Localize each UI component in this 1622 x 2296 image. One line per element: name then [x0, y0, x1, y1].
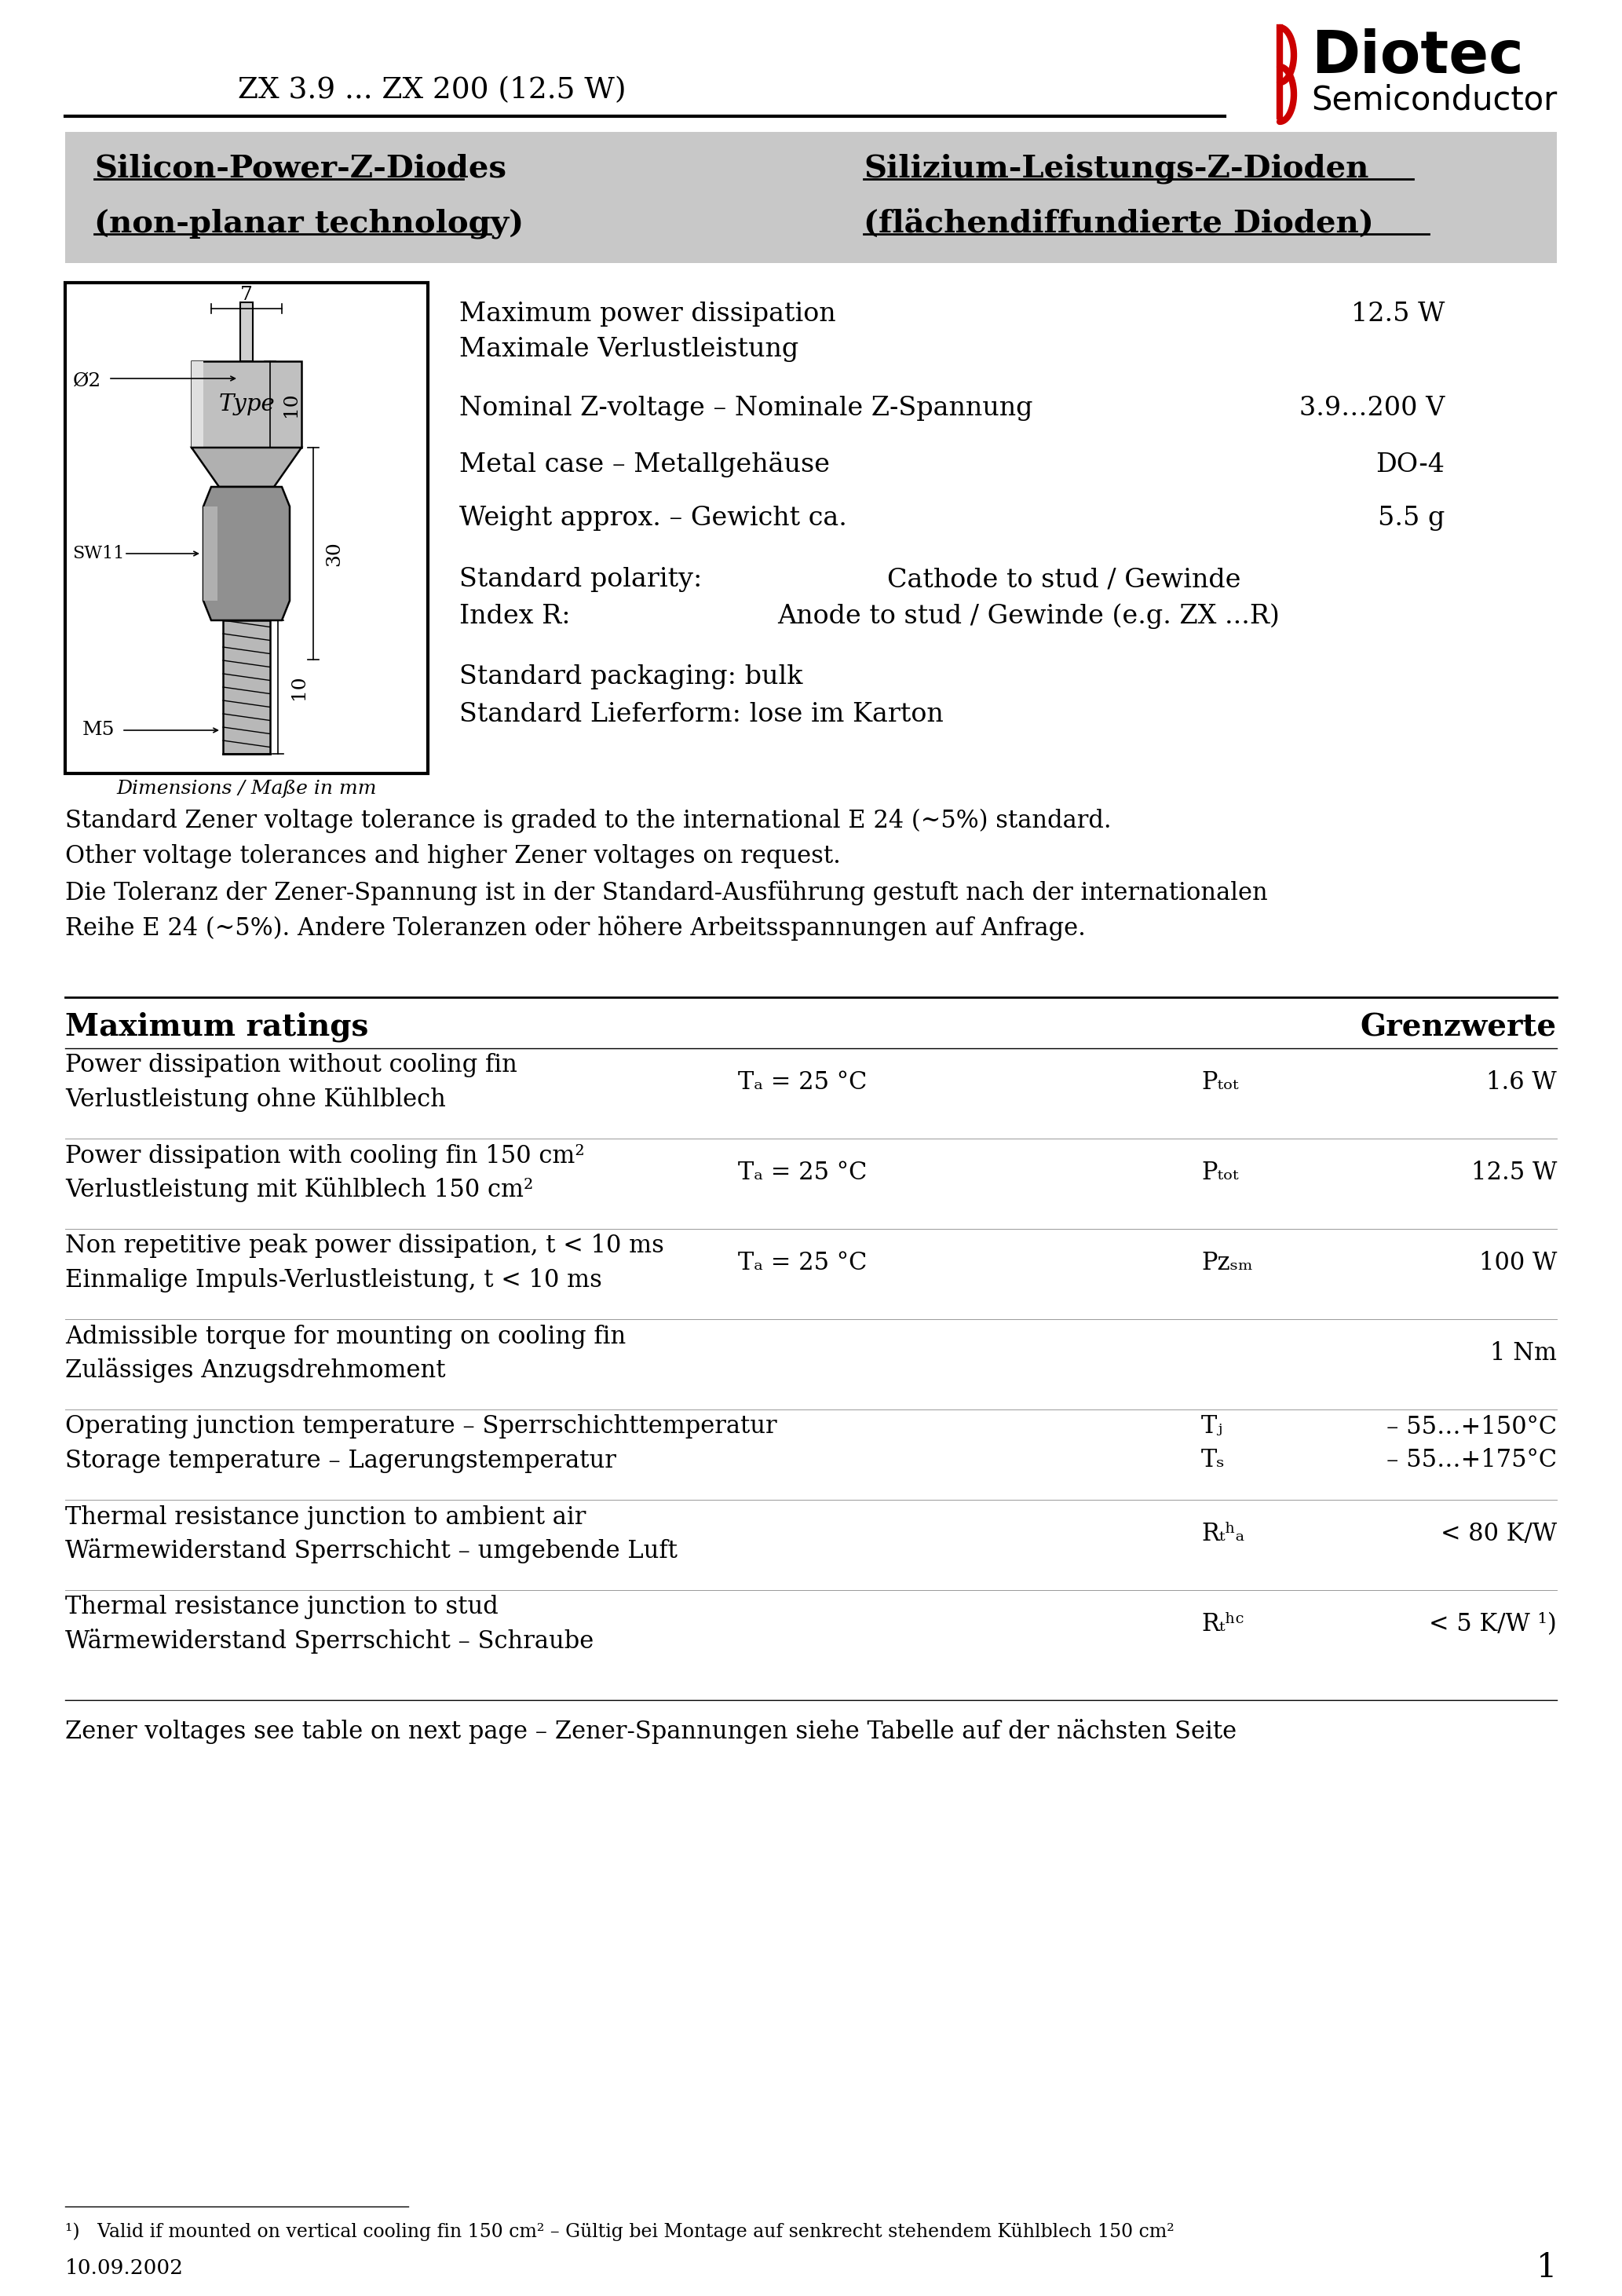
- Text: SW11: SW11: [71, 544, 125, 563]
- Text: Diotec: Diotec: [1311, 28, 1523, 85]
- Text: < 5 K/W ¹): < 5 K/W ¹): [1429, 1612, 1557, 1637]
- Text: Silicon-Power-Z-Diodes: Silicon-Power-Z-Diodes: [94, 154, 506, 184]
- Text: 5.5 g: 5.5 g: [1377, 505, 1445, 530]
- Text: Tₛ: Tₛ: [1202, 1449, 1225, 1472]
- Text: Index R:: Index R:: [459, 604, 571, 629]
- Text: Tⱼ: Tⱼ: [1202, 1414, 1223, 1440]
- Text: Pₜₒₜ: Pₜₒₜ: [1202, 1159, 1239, 1185]
- Text: Admissible torque for mounting on cooling fin: Admissible torque for mounting on coolin…: [65, 1325, 626, 1348]
- Text: 12.5 W: 12.5 W: [1471, 1159, 1557, 1185]
- Text: Cathode to stud / Gewinde: Cathode to stud / Gewinde: [887, 567, 1241, 592]
- Text: Verlustleistung ohne Kühlblech: Verlustleistung ohne Kühlblech: [65, 1086, 446, 1111]
- Text: Other voltage tolerances and higher Zener voltages on request.: Other voltage tolerances and higher Zene…: [65, 843, 840, 868]
- Text: 1.6 W: 1.6 W: [1486, 1070, 1557, 1095]
- Text: 1: 1: [1536, 2252, 1557, 2285]
- Text: 7: 7: [240, 285, 253, 303]
- Text: Wärmewiderstand Sperrschicht – umgebende Luft: Wärmewiderstand Sperrschicht – umgebende…: [65, 1538, 678, 1564]
- Text: Standard Lieferform: lose im Karton: Standard Lieferform: lose im Karton: [459, 703, 944, 728]
- Text: 10: 10: [282, 393, 300, 418]
- Text: Operating junction temperature – Sperrschichttemperatur: Operating junction temperature – Sperrsc…: [65, 1414, 777, 1440]
- Text: Zener voltages see table on next page – Zener-Spannungen siehe Tabelle auf der n: Zener voltages see table on next page – …: [65, 1720, 1236, 1745]
- Text: – 55…+175°C: – 55…+175°C: [1387, 1449, 1557, 1472]
- Bar: [222, 620, 271, 753]
- Text: Ø2: Ø2: [73, 372, 101, 390]
- Text: 12.5 W: 12.5 W: [1351, 301, 1445, 326]
- Text: Storage temperature – Lagerungstemperatur: Storage temperature – Lagerungstemperatu…: [65, 1449, 616, 1472]
- Text: Thermal resistance junction to stud: Thermal resistance junction to stud: [65, 1596, 498, 1619]
- Text: Standard polarity:: Standard polarity:: [459, 567, 702, 592]
- Text: Non repetitive peak power dissipation, t < 10 ms: Non repetitive peak power dissipation, t…: [65, 1233, 663, 1258]
- Text: 1 Nm: 1 Nm: [1491, 1341, 1557, 1366]
- Text: Die Toleranz der Zener-Spannung ist in der Standard-Ausführung gestuft nach der : Die Toleranz der Zener-Spannung ist in d…: [65, 879, 1268, 905]
- Polygon shape: [191, 448, 302, 487]
- Bar: [65, 282, 428, 774]
- Text: Tₐ = 25 °C: Tₐ = 25 °C: [738, 1251, 868, 1274]
- Text: Rₜʰₐ: Rₜʰₐ: [1202, 1522, 1244, 1545]
- Text: 3.9…200 V: 3.9…200 V: [1299, 395, 1445, 420]
- Text: ZX 3.9 ... ZX 200 (12.5 W): ZX 3.9 ... ZX 200 (12.5 W): [238, 76, 626, 103]
- Text: 10.09.2002: 10.09.2002: [65, 2257, 183, 2278]
- Text: Maximum ratings: Maximum ratings: [65, 1013, 368, 1042]
- Text: – 55…+150°C: – 55…+150°C: [1387, 1414, 1557, 1440]
- Text: Wärmewiderstand Sperrschicht – Schraube: Wärmewiderstand Sperrschicht – Schraube: [65, 1628, 594, 1653]
- Text: Weight approx. – Gewicht ca.: Weight approx. – Gewicht ca.: [459, 505, 847, 530]
- Text: Tₐ = 25 °C: Tₐ = 25 °C: [738, 1070, 868, 1095]
- Text: Standard Zener voltage tolerance is graded to the international E 24 (~5%) stand: Standard Zener voltage tolerance is grad…: [65, 808, 1111, 833]
- Text: Grenzwerte: Grenzwerte: [1361, 1013, 1557, 1042]
- Text: Rₜʰᶜ: Rₜʰᶜ: [1202, 1612, 1244, 1637]
- Bar: [203, 507, 217, 602]
- Text: (non-planar technology): (non-planar technology): [94, 209, 524, 239]
- Text: 100 W: 100 W: [1479, 1251, 1557, 1274]
- Bar: [65, 131, 1557, 264]
- Text: Zulässiges Anzugsdrehmoment: Zulässiges Anzugsdrehmoment: [65, 1357, 446, 1382]
- Text: Maximale Verlustleistung: Maximale Verlustleistung: [459, 338, 798, 363]
- Text: Einmalige Impuls-Verlustleistung, t < 10 ms: Einmalige Impuls-Verlustleistung, t < 10…: [65, 1267, 602, 1293]
- Bar: [191, 360, 203, 448]
- Text: Metal case – Metallgehäuse: Metal case – Metallgehäuse: [459, 452, 830, 478]
- Text: Dimensions / Maße in mm: Dimensions / Maße in mm: [117, 781, 376, 799]
- Text: Type: Type: [219, 393, 274, 416]
- Text: Pₜₒₜ: Pₜₒₜ: [1202, 1070, 1239, 1095]
- Text: 30: 30: [324, 542, 344, 567]
- Text: Silizium-Leistungs-Z-Dioden: Silizium-Leistungs-Z-Dioden: [863, 154, 1369, 184]
- Text: Maximum power dissipation: Maximum power dissipation: [459, 301, 835, 326]
- Text: Power dissipation with cooling fin 150 cm²: Power dissipation with cooling fin 150 c…: [65, 1143, 584, 1169]
- Text: Semiconductor: Semiconductor: [1311, 85, 1557, 117]
- Polygon shape: [203, 487, 290, 620]
- Text: Anode to stud / Gewinde (e.g. ZX ...R): Anode to stud / Gewinde (e.g. ZX ...R): [777, 604, 1280, 629]
- Text: M5: M5: [81, 721, 115, 739]
- Text: DO-4: DO-4: [1375, 452, 1445, 478]
- Bar: [240, 303, 253, 360]
- Text: Verlustleistung mit Kühlblech 150 cm²: Verlustleistung mit Kühlblech 150 cm²: [65, 1178, 534, 1203]
- Text: Nominal Z-voltage – Nominale Z-Spannung: Nominal Z-voltage – Nominale Z-Spannung: [459, 395, 1033, 420]
- Text: Thermal resistance junction to ambient air: Thermal resistance junction to ambient a…: [65, 1504, 586, 1529]
- Text: (flächendiffundierte Dioden): (flächendiffundierte Dioden): [863, 209, 1374, 239]
- Text: ¹)   Valid if mounted on vertical cooling fin 150 cm² – Gültig bei Montage auf s: ¹) Valid if mounted on vertical cooling …: [65, 2223, 1174, 2241]
- Text: 10: 10: [290, 675, 308, 700]
- Text: Pᴢₛₘ: Pᴢₛₘ: [1202, 1251, 1252, 1274]
- Text: Reihe E 24 (~5%). Andere Toleranzen oder höhere Arbeitsspannungen auf Anfrage.: Reihe E 24 (~5%). Andere Toleranzen oder…: [65, 916, 1085, 941]
- Text: Standard packaging: bulk: Standard packaging: bulk: [459, 664, 803, 689]
- Text: < 80 K/W: < 80 K/W: [1440, 1522, 1557, 1545]
- Bar: [191, 360, 302, 448]
- Text: Tₐ = 25 °C: Tₐ = 25 °C: [738, 1159, 868, 1185]
- Text: Power dissipation without cooling fin: Power dissipation without cooling fin: [65, 1054, 517, 1077]
